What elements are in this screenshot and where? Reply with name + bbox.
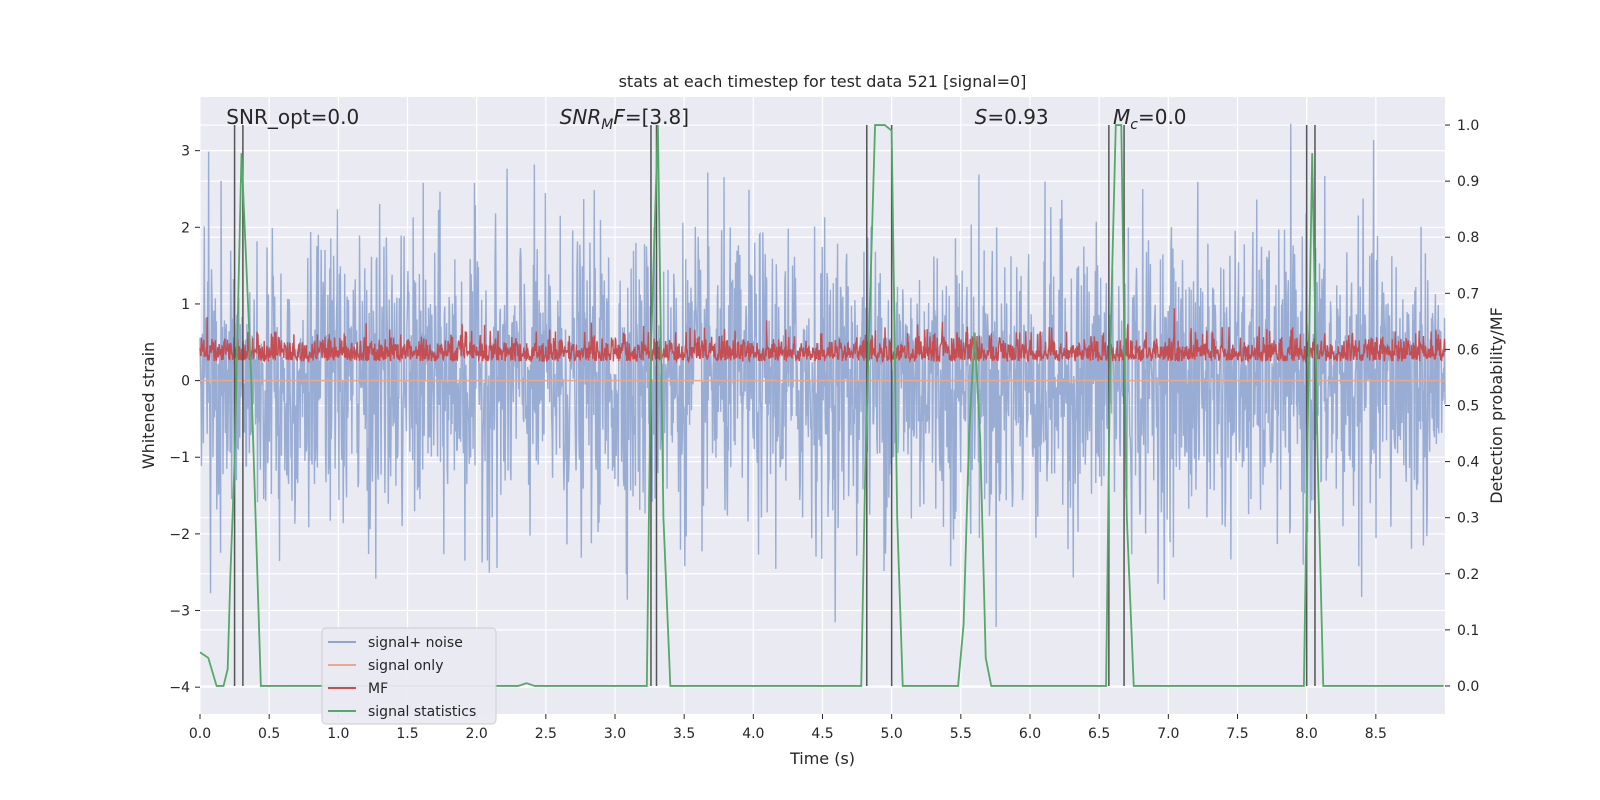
- y2-tick-label: 0.3: [1457, 511, 1479, 527]
- y2-tick-label: 0.9: [1457, 174, 1479, 190]
- annotation-3: Mc=0.0: [1113, 105, 1187, 133]
- x-tick-label: 2.0: [466, 726, 488, 742]
- legend-label: signal+ noise: [368, 635, 463, 651]
- annotation-1: SNRMF=[3.8]: [560, 105, 689, 133]
- legend-label: signal statistics: [368, 704, 476, 720]
- annotations: SNR_opt=0.0 SNRMF=[3.8] S=0.93 Mc=0.0: [226, 105, 1186, 133]
- y-tick-label: −3: [169, 604, 190, 620]
- x-tick-label: 5.5: [950, 726, 972, 742]
- y2-tick-label: 0.7: [1457, 286, 1479, 302]
- annotation-0: SNR_opt=0.0: [226, 105, 359, 129]
- x-tick-label: 0.0: [189, 726, 211, 742]
- y2-tick-label: 0.4: [1457, 455, 1479, 471]
- legend-box: [321, 627, 497, 725]
- y2-tick-label: 0.2: [1457, 567, 1479, 583]
- y2-axis-title: Detection probability/MF: [1487, 307, 1506, 504]
- annotation-2: S=0.93: [975, 105, 1049, 129]
- x-tick-label: 4.0: [742, 726, 764, 742]
- y-tick-label: −1: [169, 450, 190, 466]
- legend: signal+ noise signal only MF signal statist…: [321, 627, 497, 725]
- x-tick-label: 7.0: [1157, 726, 1179, 742]
- y-tick-label: 2: [181, 220, 190, 236]
- y2-tick-label: 0.1: [1457, 623, 1479, 639]
- series-mf: [199, 308, 1446, 364]
- x-tick-label: 3.5: [673, 726, 695, 742]
- chart-title: stats at each timestep for test data 521…: [619, 72, 1027, 91]
- y2-tick-label: 0.5: [1457, 399, 1479, 415]
- y-axis-ticks: 3 2 1 0 −1 −2 −3 −4: [169, 144, 200, 696]
- legend-label: MF: [368, 681, 388, 697]
- legend-label: signal only: [368, 658, 443, 674]
- x-tick-label: 6.5: [1088, 726, 1110, 742]
- y2-tick-label: 0.6: [1457, 342, 1479, 358]
- x-tick-label: 8.5: [1365, 726, 1387, 742]
- x-tick-label: 1.5: [396, 726, 418, 742]
- y-tick-label: −4: [169, 680, 190, 696]
- x-tick-label: 1.0: [327, 726, 349, 742]
- x-tick-label: 0.5: [258, 726, 280, 742]
- x-tick-label: 2.5: [535, 726, 557, 742]
- y2-tick-label: 1.0: [1457, 118, 1479, 134]
- x-tick-label: 7.5: [1226, 726, 1248, 742]
- y-axis-title: Whitened strain: [139, 342, 158, 469]
- x-tick-label: 8.0: [1296, 726, 1318, 742]
- y2-axis-ticks: 1.0 0.9 0.8 0.7 0.6 0.5 0.4 0.3 0.2 0.1 0.0: [1445, 118, 1479, 695]
- x-tick-label: 6.0: [1019, 726, 1041, 742]
- x-tick-label: 4.5: [811, 726, 833, 742]
- x-axis-title: Time (s): [789, 749, 855, 768]
- x-axis-ticks: 0.0 0.5 1.0 1.5 2.0 2.5 3.0 3.5 4.0 4.5 5.0 5.5 6.0 6…: [189, 714, 1387, 742]
- series-signal-statistics: [199, 124, 1444, 687]
- y2-tick-label: 0.0: [1457, 679, 1479, 695]
- y-tick-label: −2: [169, 527, 190, 543]
- x-tick-label: 3.0: [604, 726, 626, 742]
- signal-noise-line: [199, 123, 1446, 627]
- y-tick-label: 3: [181, 144, 190, 160]
- series-signal-noise: [199, 123, 1446, 627]
- x-tick-label: 5.0: [881, 726, 903, 742]
- y2-tick-label: 0.8: [1457, 230, 1479, 246]
- mf-line: [199, 308, 1446, 364]
- y-tick-label: 1: [181, 297, 190, 313]
- signal-statistics-line: [199, 124, 1444, 687]
- y-tick-label: 0: [181, 374, 190, 390]
